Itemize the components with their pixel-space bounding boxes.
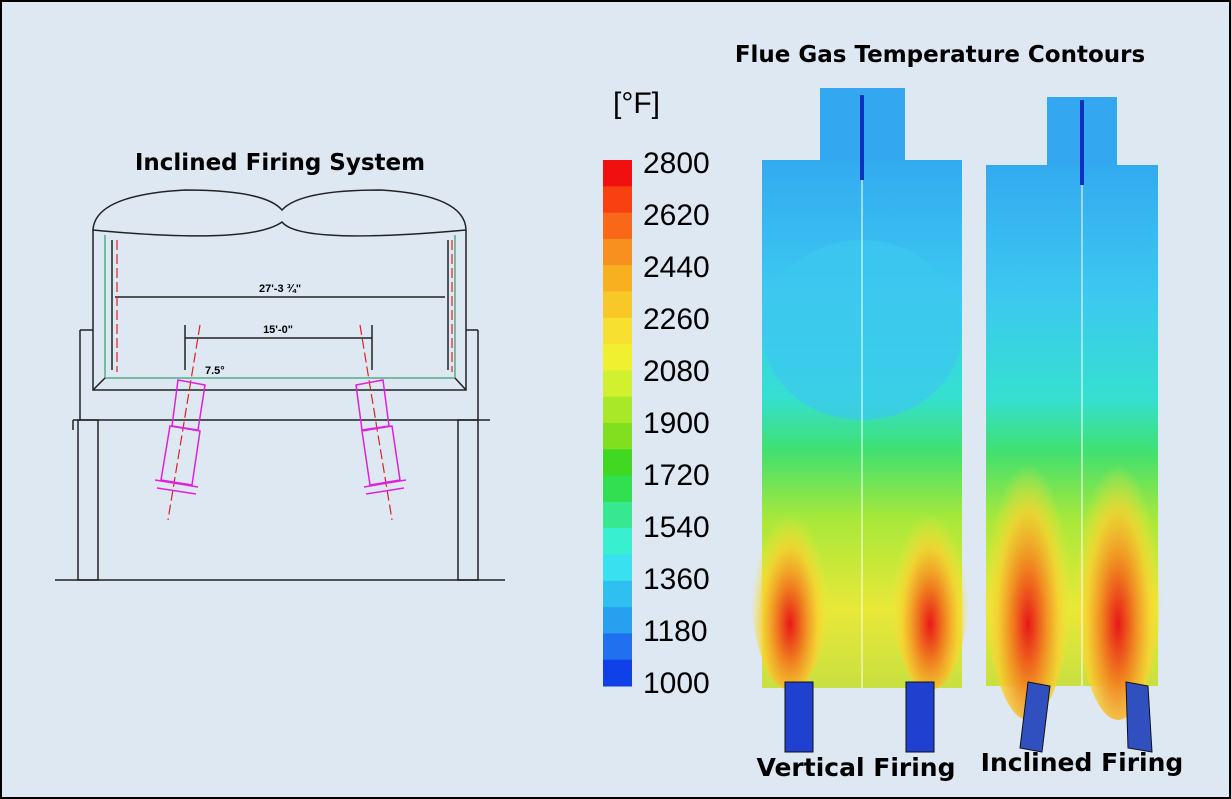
scale-label: 1360 (643, 563, 710, 596)
colorbar-band (603, 213, 632, 240)
dimension-label: 15'-0" (263, 324, 293, 336)
scale-label: 1180 (643, 615, 708, 648)
scale-unit: [°F] (613, 87, 660, 120)
angle-label: 7.5° (205, 365, 225, 377)
colorbar-band (603, 370, 632, 397)
scale-label: 2800 (643, 147, 710, 180)
colorbar-band (603, 502, 632, 529)
colorbar-band (603, 265, 632, 292)
colorbar-band (603, 607, 632, 634)
scale-label: 1000 (643, 667, 710, 700)
colorbar-band (603, 528, 632, 555)
colorbar-band (603, 476, 632, 503)
scale-label: 2080 (643, 355, 710, 388)
page: Inclined Firing System 27'-3 ¾" 15'-0" 7… (0, 0, 1231, 799)
left-title: Inclined Firing System (135, 150, 425, 176)
right-title: Flue Gas Temperature Contours (735, 42, 1145, 68)
contour-inclined (983, 97, 1163, 752)
dimension-label: 27'-3 ¾" (259, 283, 301, 295)
scale-label: 1900 (643, 407, 710, 440)
slide: Inclined Firing System 27'-3 ¾" 15'-0" 7… (0, 0, 1231, 799)
scale-label: 1720 (643, 459, 710, 492)
colorbar-band (603, 555, 632, 582)
colorbar-band (603, 449, 632, 476)
scale-label: 2260 (643, 303, 710, 336)
colorbar-band (603, 239, 632, 266)
colorbar: 2800 2620 2440 2260 2080 1900 1720 1540 1360 1180… (603, 147, 710, 700)
colorbar-band (603, 633, 632, 660)
colorbar-band (603, 581, 632, 608)
scale-label: 2620 (643, 199, 710, 232)
contour-vertical (750, 88, 970, 752)
colorbar-band (603, 186, 632, 213)
caption: Inclined Firing (981, 748, 1184, 777)
caption: Vertical Firing (757, 753, 956, 782)
colorbar-band (603, 292, 632, 319)
colorbar-band (603, 160, 632, 187)
colorbar-band (603, 423, 632, 450)
scale-label: 2440 (643, 251, 710, 284)
colorbar-band (603, 344, 632, 371)
colorbar-band (603, 397, 632, 424)
scale-label: 1540 (643, 511, 710, 544)
colorbar-band (603, 660, 632, 687)
colorbar-band (603, 318, 632, 345)
